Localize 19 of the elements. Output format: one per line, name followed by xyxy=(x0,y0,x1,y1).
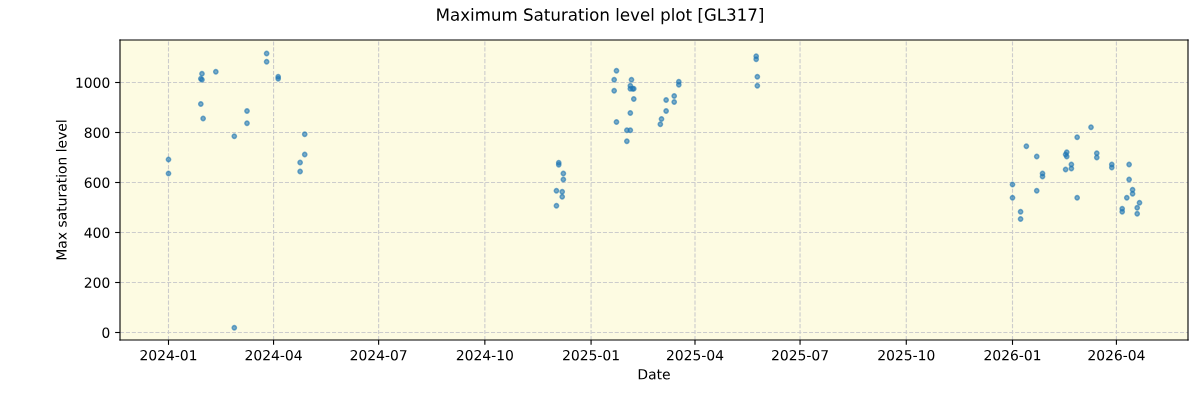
x-tick-label: 2024-01 xyxy=(140,349,197,361)
x-tick-label: 2024-04 xyxy=(245,349,302,361)
x-axis-title: Date xyxy=(638,369,670,380)
y-tick-label: 400 xyxy=(84,227,110,238)
y-tick-label: 0 xyxy=(102,327,110,338)
x-tick-label: 2025-01 xyxy=(563,349,619,361)
x-tick-label: 2025-07 xyxy=(772,349,828,361)
x-tick-label: 2024-07 xyxy=(350,349,407,361)
x-tick-label: 2025-04 xyxy=(666,349,724,361)
x-tick-label: 2026-04 xyxy=(1088,349,1145,361)
y-axis-title: Max saturation level xyxy=(55,120,67,260)
x-tick-label: 2026-01 xyxy=(984,349,1041,361)
y-tick-label: 800 xyxy=(84,127,110,138)
y-tick-label: 600 xyxy=(84,177,110,188)
y-tick-label: 200 xyxy=(84,277,110,288)
chart-title: Maximum Saturation level plot [GL317] xyxy=(437,8,763,25)
y-tick-label: 1000 xyxy=(76,77,110,88)
x-tick-label: 2025-10 xyxy=(878,349,935,361)
x-tick-label: 2024-10 xyxy=(456,349,513,361)
